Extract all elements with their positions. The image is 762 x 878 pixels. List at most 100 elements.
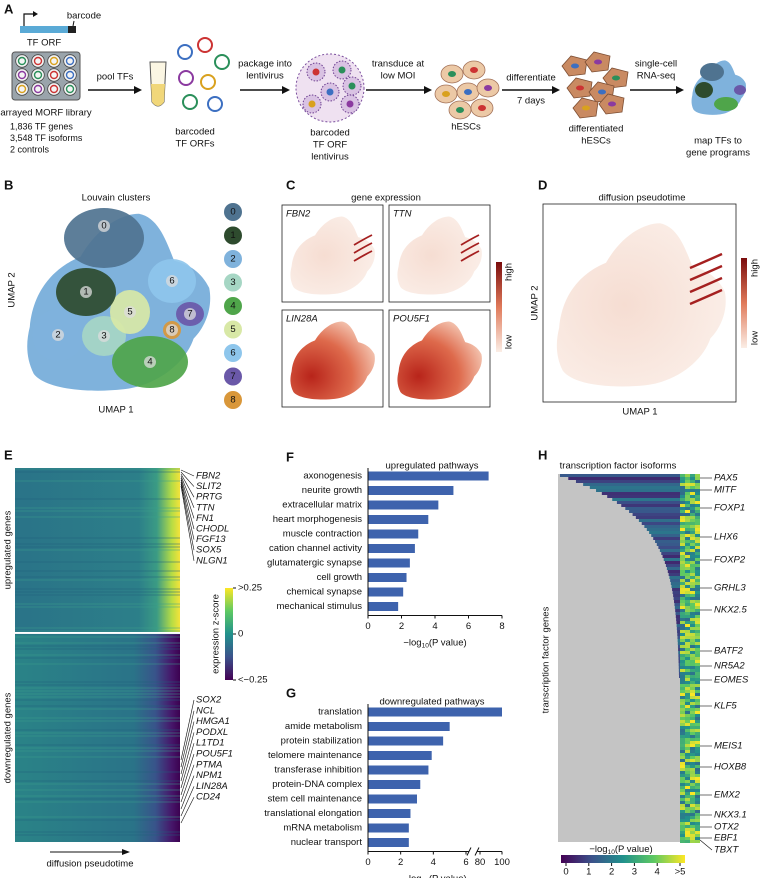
axis-break — [474, 847, 480, 856]
heatmap-cell — [685, 540, 690, 543]
heatmap-cell — [690, 804, 695, 807]
heatmap-cell — [695, 633, 700, 636]
heatmap-cell — [685, 507, 690, 510]
heatmap-cell — [685, 723, 690, 726]
cluster-label: 1 — [83, 287, 88, 298]
virion-core — [338, 66, 346, 74]
heatmap-cell — [680, 657, 685, 660]
nucleus — [448, 71, 456, 77]
colorbar-title: expression z-score — [211, 594, 222, 674]
heatmap-cell — [690, 756, 695, 759]
heatmap-cell — [690, 474, 695, 477]
heatmap-texture — [15, 663, 180, 665]
category-label: cell growth — [317, 572, 362, 583]
heatmap-cell — [690, 642, 695, 645]
category-label: heart morphogenesis — [273, 514, 362, 525]
heatmap-cell — [690, 753, 695, 756]
heatmap-cell — [680, 507, 685, 510]
heatmap-cell — [680, 684, 685, 687]
heatmap-cell — [695, 585, 700, 588]
orf-label: barcode — [67, 11, 101, 22]
heatmap-cell — [680, 738, 685, 741]
heatmap-cell — [695, 816, 700, 819]
heatmap-cell — [680, 549, 685, 552]
heatmap-cell — [616, 501, 680, 504]
heatmap-cell — [656, 543, 680, 546]
heatmap-cell — [685, 783, 690, 786]
heatmap-cell — [655, 540, 680, 543]
tf-label: NKX3.1 — [714, 810, 747, 821]
gene-label: NLGN1 — [196, 555, 228, 566]
axis-label: transcription factor genes — [541, 606, 552, 713]
heatmap-cell — [646, 528, 680, 531]
leader-line — [180, 479, 195, 530]
category-label: telomere maintenance — [268, 750, 362, 761]
heatmap-cell — [675, 615, 680, 618]
heatmap-cell — [680, 714, 685, 717]
x-tick-label: 80 — [475, 857, 486, 868]
scale-label: low — [750, 331, 761, 345]
gene-label: CD24 — [196, 792, 220, 803]
heatmap-cell — [695, 744, 700, 747]
heatmap-cell — [695, 651, 700, 654]
heatmap-cell — [690, 606, 695, 609]
heatmap-cell — [690, 822, 695, 825]
heatmap-cell — [680, 474, 685, 477]
heatmap-cell — [695, 768, 700, 771]
heatmap-cell — [695, 684, 700, 687]
cluster-marker — [166, 324, 178, 336]
heatmap-cell — [680, 744, 685, 747]
heatmap-cell — [680, 555, 685, 558]
heatmap-cell — [680, 654, 685, 657]
step-action: package into — [238, 59, 292, 70]
heatmap-cell — [695, 531, 700, 534]
heatmap-cell — [690, 780, 695, 783]
heatmap-cell — [695, 627, 700, 630]
heatmap-cell — [695, 570, 700, 573]
legend-label: 4 — [230, 301, 235, 312]
leader-line — [180, 732, 195, 782]
heatmap-cell — [695, 495, 700, 498]
heatmap-cell — [680, 552, 685, 555]
heatmap-cell — [676, 627, 680, 630]
step-result: gene programs — [686, 148, 750, 159]
plasmid — [178, 70, 194, 86]
heatmap-cell — [690, 621, 695, 624]
panel-label: A — [4, 1, 14, 16]
leader-line — [180, 477, 195, 519]
heatmap-cell — [690, 597, 695, 600]
gene-label: LIN28A — [196, 781, 228, 792]
heatmap-cell — [685, 837, 690, 840]
heatmap-cell — [680, 480, 685, 483]
panel-label: G — [286, 685, 296, 700]
heatmap-cell — [680, 558, 685, 561]
heatmap-cell — [685, 684, 690, 687]
plasmid — [197, 37, 213, 53]
heatmap-cell — [680, 519, 685, 522]
heatmap-cell — [680, 711, 685, 714]
heatmap-cell — [695, 705, 700, 708]
heatmap-cell — [670, 582, 680, 585]
scale-label: high — [750, 259, 761, 277]
heatmap-cell — [690, 483, 695, 486]
heatmap-cell — [673, 594, 680, 597]
heatmap-cell — [690, 726, 695, 729]
tf-label: BATF2 — [714, 646, 744, 657]
heatmap-cell — [695, 780, 700, 783]
heatmap-cell — [695, 702, 700, 705]
heatmap-cell — [685, 609, 690, 612]
heatmap-cell — [680, 483, 685, 486]
virion-core — [326, 88, 334, 96]
heatmap-cell — [685, 831, 690, 834]
heatmap-texture — [15, 693, 180, 695]
heatmap-cell — [690, 516, 695, 519]
plasmid — [49, 56, 59, 66]
heatmap-cell — [690, 747, 695, 750]
heatmap-cell — [685, 534, 690, 537]
heatmap-cell — [680, 498, 685, 501]
heatmap-cell — [695, 798, 700, 801]
heatmap-cell — [685, 486, 690, 489]
heatmap-cell — [680, 597, 685, 600]
heatmap-cell — [664, 561, 680, 564]
heatmap-cell — [685, 696, 690, 699]
